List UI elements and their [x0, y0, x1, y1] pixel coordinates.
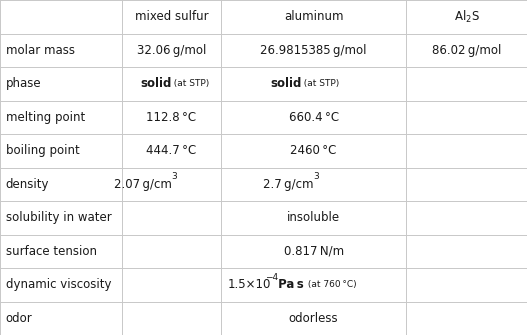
Text: mixed sulfur: mixed sulfur — [135, 10, 208, 23]
Text: 86.02 g/mol: 86.02 g/mol — [432, 44, 501, 57]
Text: 2460 °C: 2460 °C — [290, 144, 337, 157]
Text: aluminum: aluminum — [284, 10, 343, 23]
Text: 2.07 g/cm: 2.07 g/cm — [114, 178, 172, 191]
Text: 112.8 °C: 112.8 °C — [147, 111, 197, 124]
Text: 660.4 °C: 660.4 °C — [288, 111, 339, 124]
Text: (at 760 °C): (at 760 °C) — [305, 280, 356, 289]
Text: −4: −4 — [265, 273, 278, 282]
Text: dynamic viscosity: dynamic viscosity — [5, 278, 111, 291]
Text: odor: odor — [5, 312, 32, 325]
Text: Al$_2$S: Al$_2$S — [454, 9, 480, 25]
Text: (at STP): (at STP) — [301, 79, 339, 88]
Text: phase: phase — [5, 77, 41, 90]
Text: solubility in water: solubility in water — [5, 211, 111, 224]
Text: surface tension: surface tension — [5, 245, 96, 258]
Text: Pa s: Pa s — [274, 278, 304, 291]
Text: solid: solid — [270, 77, 301, 90]
Text: 444.7 °C: 444.7 °C — [147, 144, 197, 157]
Text: insoluble: insoluble — [287, 211, 340, 224]
Text: 1.5×10: 1.5×10 — [228, 278, 271, 291]
Text: 2.7 g/cm: 2.7 g/cm — [263, 178, 314, 191]
Text: 3: 3 — [314, 173, 319, 181]
Text: 0.817 N/m: 0.817 N/m — [284, 245, 344, 258]
Text: solid: solid — [140, 77, 172, 90]
Text: (at STP): (at STP) — [172, 79, 209, 88]
Text: boiling point: boiling point — [5, 144, 79, 157]
Text: 3: 3 — [172, 173, 177, 181]
Text: molar mass: molar mass — [5, 44, 74, 57]
Text: density: density — [5, 178, 49, 191]
Text: 32.06 g/mol: 32.06 g/mol — [137, 44, 206, 57]
Text: 26.9815385 g/mol: 26.9815385 g/mol — [260, 44, 367, 57]
Text: melting point: melting point — [5, 111, 85, 124]
Text: odorless: odorless — [289, 312, 338, 325]
